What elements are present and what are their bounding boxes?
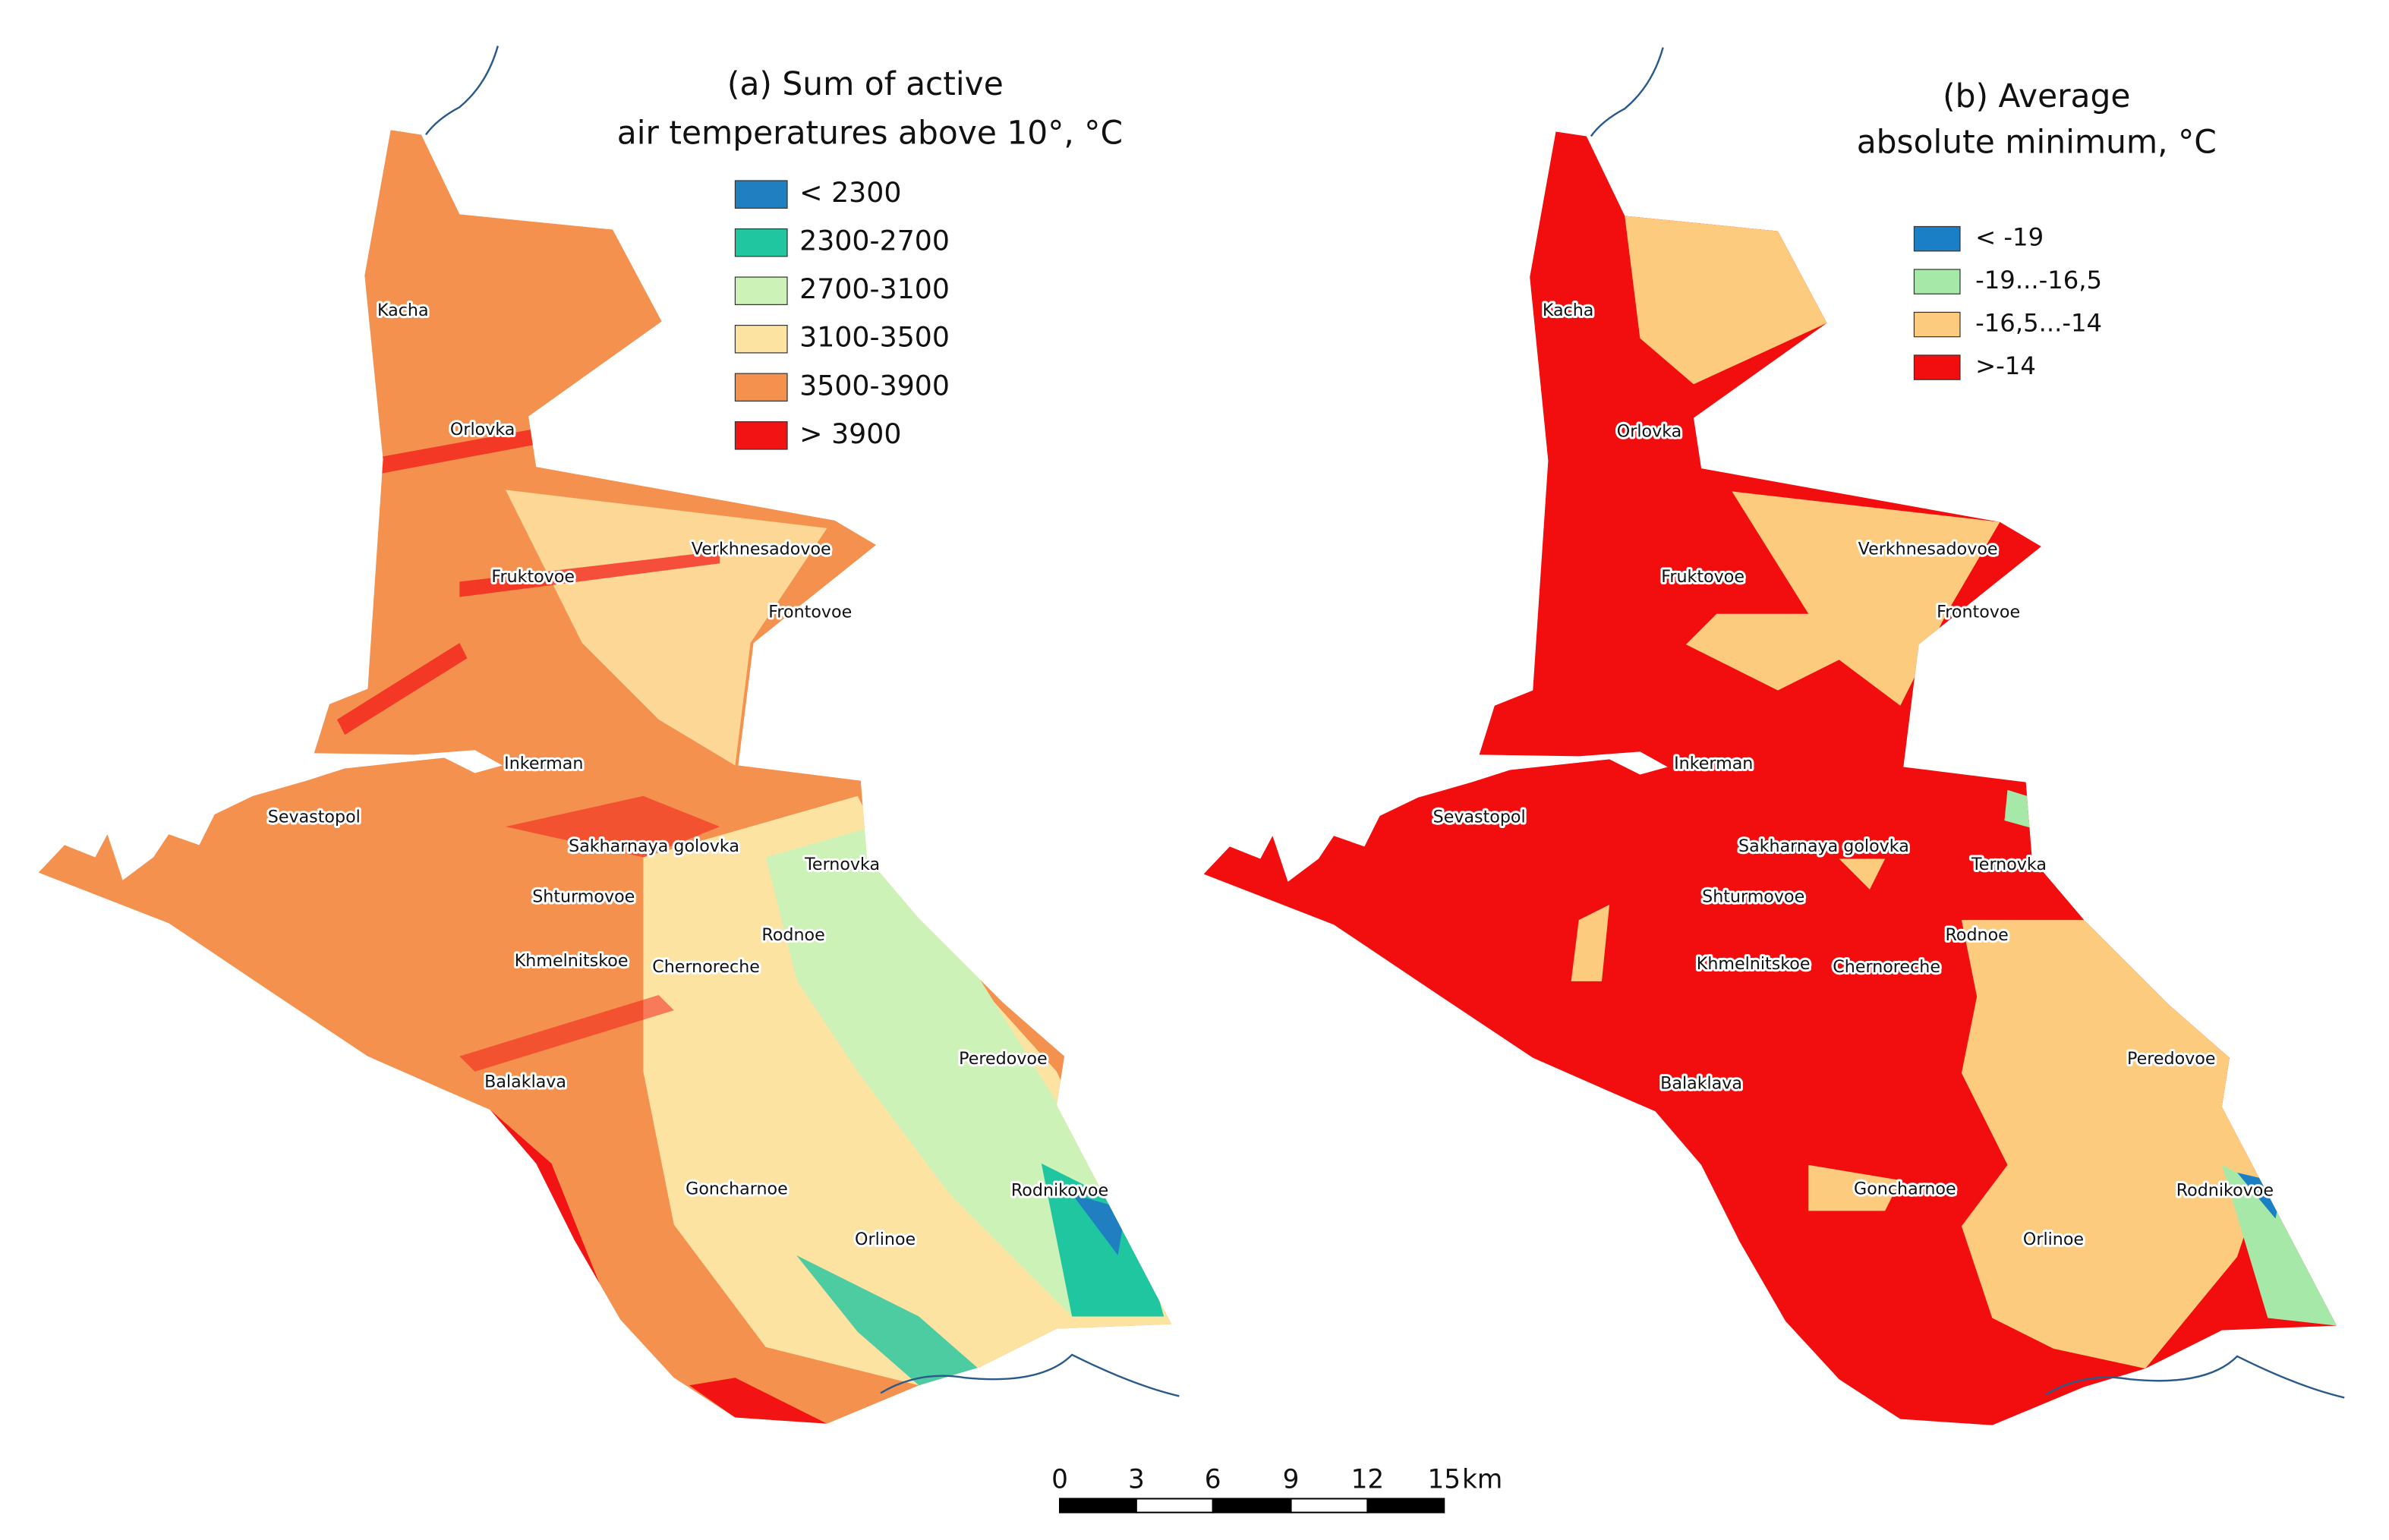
place-label: Chernoreche [1833, 957, 1940, 977]
place-label: Shturmovoe [1702, 887, 1804, 906]
place-label: Khmelnitskoe [1697, 954, 1811, 974]
scale-tick-label: 12 [1351, 1464, 1385, 1494]
title-b-line2: absolute minimum, °C [1857, 124, 2217, 161]
place-label: Shturmovoe [532, 887, 635, 906]
place-label: Kacha [377, 301, 429, 320]
place-label: Rodnikovoe [1011, 1181, 1108, 1201]
legend-label: 2700-3100 [799, 272, 950, 305]
place-label: Sakharnaya golovka [1738, 836, 1909, 856]
place-label: Orlovka [1617, 421, 1681, 441]
title-a-line2: air temperatures above 10°, °C [617, 115, 1123, 152]
legend-label: < -19 [1975, 223, 2044, 252]
place-label: Ternovka [1971, 855, 2047, 874]
scale-segment [1290, 1497, 1369, 1513]
legend-swatch [734, 276, 788, 305]
title-b-line1: (b) Average [1943, 77, 2130, 115]
place-label: Fruktovoe [491, 567, 575, 587]
place-label: Goncharnoe [1854, 1179, 1956, 1199]
scale-tick-label: 0 [1051, 1464, 1068, 1494]
legend-swatch [734, 180, 788, 209]
place-label: Peredovoe [2127, 1049, 2215, 1069]
scale-segment [1212, 1497, 1292, 1513]
place-label: Balaklava [484, 1072, 566, 1091]
legend-swatch [734, 324, 788, 354]
place-label: Orlovka [450, 420, 515, 439]
place-label: Peredovoe [959, 1049, 1047, 1069]
legend-label: 2300-2700 [799, 225, 950, 257]
scale-tick-label: 6 [1205, 1464, 1221, 1494]
place-label: Verkhnesadovoe [692, 540, 831, 559]
place-label: Kacha [1543, 301, 1594, 320]
scale-bar [1059, 1497, 1445, 1513]
legend-swatch [1913, 311, 1961, 338]
place-label: Rodnoe [1945, 925, 2008, 945]
place-label: Orlinoe [2023, 1230, 2084, 1249]
legend-label: >-14 [1975, 351, 2036, 380]
scale-unit: km [1462, 1464, 1502, 1494]
scale-tick-label: 3 [1128, 1464, 1145, 1494]
place-label: Chernoreche [652, 957, 760, 977]
legend-label: > 3900 [799, 417, 901, 450]
scale-segment [1135, 1497, 1214, 1513]
place-label: Frontovoe [1937, 602, 2020, 622]
place-label: Khmelnitskoe [515, 951, 629, 971]
place-label: Sevastopol [268, 808, 361, 827]
legend-label: 3500-3900 [799, 369, 950, 402]
place-label: Goncharnoe [685, 1179, 788, 1199]
legend-label: -19...-16,5 [1975, 266, 2102, 294]
place-label: Ternovka [804, 855, 880, 874]
scale-tick-label: 15 [1427, 1464, 1461, 1494]
place-label: Orlinoe [855, 1230, 916, 1249]
place-label: Frontovoe [768, 602, 852, 622]
legend-swatch [1913, 354, 1961, 380]
map-b [1203, 47, 2345, 1425]
legend-label: -16,5...-14 [1975, 309, 2102, 338]
place-label: Rodnikovoe [2176, 1181, 2274, 1201]
place-label: Sevastopol [1433, 808, 1526, 827]
legend-swatch [734, 421, 788, 450]
legend-swatch [734, 228, 788, 257]
place-label: Sakharnaya golovka [569, 836, 739, 856]
place-label: Fruktovoe [1661, 567, 1744, 587]
place-label: Rodnoe [761, 925, 824, 945]
legend-label: < 2300 [799, 176, 901, 209]
map-a [38, 46, 1180, 1424]
legend-label: 3100-3500 [799, 321, 950, 354]
legend-swatch [1913, 269, 1961, 294]
scale-tick-label: 9 [1283, 1464, 1300, 1494]
place-label: Balaklava [1660, 1073, 1742, 1093]
scale-segment [1059, 1497, 1137, 1513]
place-label: Verkhnesadovoe [1858, 540, 1998, 559]
title-a-line1: (a) Sum of active [727, 65, 1004, 102]
place-label: Inkerman [504, 754, 583, 773]
place-label: Inkerman [1674, 754, 1753, 773]
scale-segment [1366, 1497, 1445, 1513]
legend-swatch [734, 373, 788, 402]
legend-swatch [1913, 225, 1961, 252]
